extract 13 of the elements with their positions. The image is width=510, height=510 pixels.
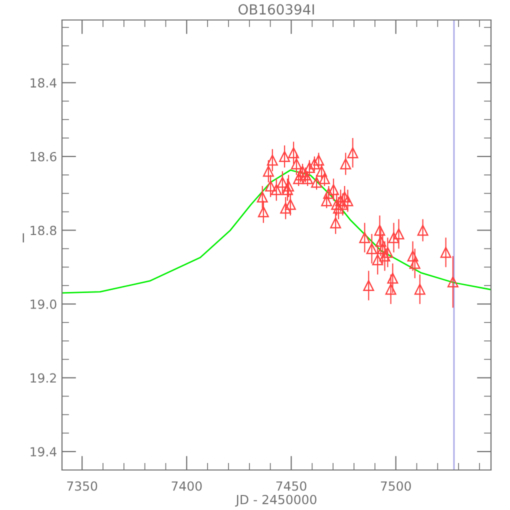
y-axis-title: I: [22, 233, 24, 242]
x-tick-label: 7350: [67, 481, 98, 491]
x-tick-label: 7500: [380, 481, 411, 491]
x-tick-label: 7400: [172, 481, 202, 491]
y-tick-label: 19.4: [30, 447, 56, 456]
x-tick-label: 7450: [276, 481, 306, 491]
chart-title: OB160394I: [238, 4, 314, 15]
y-tick-label: 18.8: [30, 226, 56, 236]
y-tick-label: 18.6: [30, 152, 56, 162]
x-axis-title: JD - 2450000: [235, 494, 316, 507]
y-tick-label: 19.2: [30, 373, 56, 383]
y-tick-label: 18.4: [30, 78, 56, 88]
y-tick-label: 19.0: [30, 299, 56, 309]
